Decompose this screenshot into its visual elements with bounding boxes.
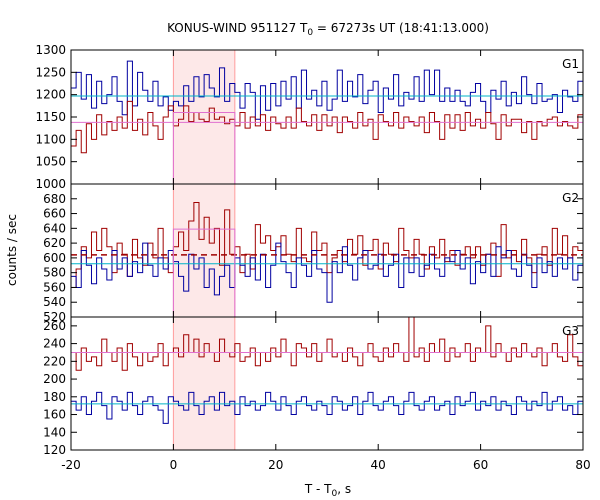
panel-g2-plot [71, 201, 583, 317]
panel-g1-ytick-label: 1200 [35, 88, 66, 102]
text-layer: KONUS-WIND 951127 T0 = 67273s UT (18:41:… [5, 21, 591, 499]
panel-g2-ytick-label: 580 [43, 266, 66, 280]
x-axis-label-rest: , s [337, 482, 351, 496]
panel-g1-ytick-label: 1250 [35, 65, 66, 79]
panel-g3-plot [71, 317, 583, 424]
panel-g2-series-blue [71, 242, 583, 303]
panel-g1-ytick-label: 1100 [35, 132, 66, 146]
xtick-label: 0 [170, 458, 178, 472]
chart-title-rest: = 67273s UT (18:41:13.000) [313, 21, 489, 35]
panel-g3-series-red [71, 317, 583, 371]
frame-layer [70, 49, 584, 451]
chart-title-subscript: 0 [307, 28, 313, 38]
panel-g2-ytick-label: 640 [43, 221, 66, 235]
panel-g3-ytick-label: 120 [43, 443, 66, 457]
panel-g1-series-red [71, 100, 583, 154]
panel-g3-label: G3 [562, 324, 579, 338]
panel-g1-plot [71, 60, 583, 184]
panel-g2-ytick-label: 680 [43, 192, 66, 206]
panel-g3-frame [70, 316, 584, 451]
xtick-label: 80 [575, 458, 590, 472]
panel-g1-label: G1 [562, 57, 579, 71]
panel-g1-ytick-label: 1150 [35, 110, 66, 124]
panel-g3-ytick-label: 160 [43, 408, 66, 422]
panel-g2-ytick-label: 540 [43, 295, 66, 309]
xtick-label: 20 [268, 458, 283, 472]
panel-g1-ytick-label: 1050 [35, 155, 66, 169]
panel-g2-ytick-label: 520 [43, 310, 66, 324]
panel-g3-ytick-label: 140 [43, 425, 66, 439]
y-axis-label: counts / sec [5, 214, 19, 286]
x-axis-label-subscript: 0 [332, 489, 338, 499]
plot-layer [71, 60, 583, 424]
x-axis-label: T - T0, s [304, 482, 351, 499]
chart-title: KONUS-WIND 951127 T0 = 67273s UT (18:41:… [167, 21, 489, 38]
xtick-label: 60 [473, 458, 488, 472]
panel-g3-ytick-label: 200 [43, 372, 66, 386]
xtick-label: -20 [61, 458, 81, 472]
panel-g3-ytick-label: 180 [43, 390, 66, 404]
panel-g3-ytick-label: 220 [43, 354, 66, 368]
highlight-band [173, 50, 235, 450]
panel-g2-ytick-label: 600 [43, 251, 66, 265]
panel-g2-label: G2 [562, 191, 579, 205]
x-axis-label-main: T - T [304, 482, 332, 496]
panel-g1-ytick-label: 1300 [35, 43, 66, 57]
panel-g1-interval-box [172, 112, 236, 184]
panel-g3-ytick-label: 240 [43, 337, 66, 351]
panel-g2-interval-box [172, 228, 236, 317]
panel-g2-ytick-label: 620 [43, 236, 66, 250]
panel-g1-ytick-label: 1000 [35, 177, 66, 191]
panel-g3-series-blue [71, 391, 583, 424]
xtick-label: 40 [371, 458, 386, 472]
panel-g3-ytick-label: 260 [43, 319, 66, 333]
panel-g2-ytick-label: 560 [43, 280, 66, 294]
panel-g1-series-blue [71, 60, 583, 120]
highlight-band-layer [172, 50, 236, 450]
chart-title-main: KONUS-WIND 951127 T [167, 21, 308, 35]
panel-g2-ytick-label: 660 [43, 207, 66, 221]
